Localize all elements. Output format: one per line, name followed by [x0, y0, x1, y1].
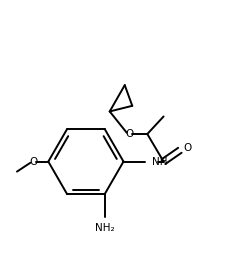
- Text: O: O: [126, 129, 134, 139]
- Text: NH₂: NH₂: [95, 223, 114, 233]
- Text: O: O: [184, 143, 192, 153]
- Text: NH: NH: [151, 156, 167, 166]
- Text: O: O: [29, 156, 37, 166]
